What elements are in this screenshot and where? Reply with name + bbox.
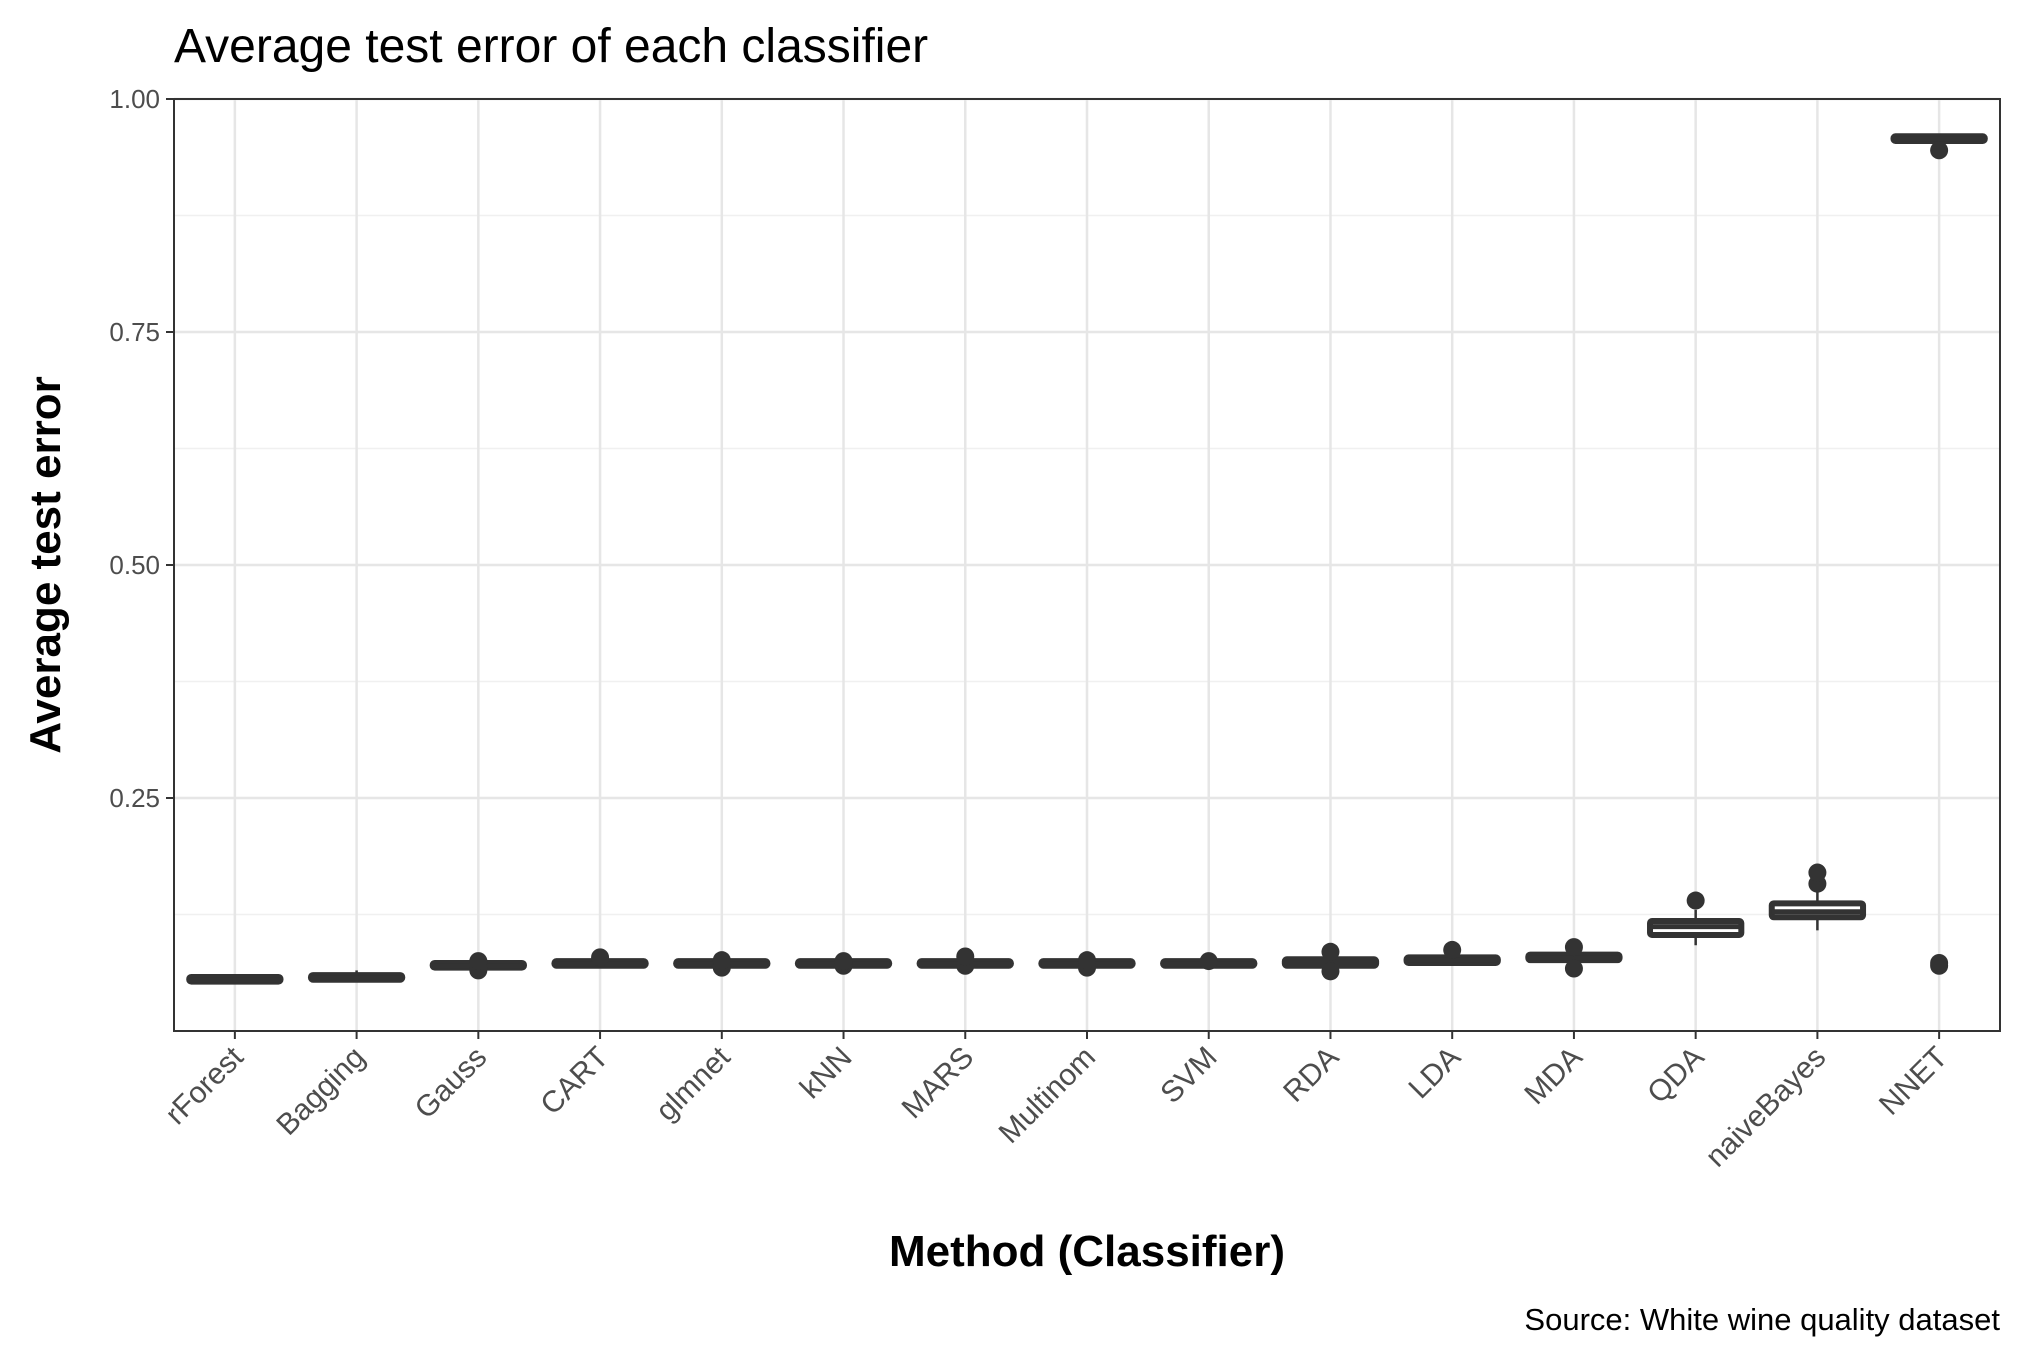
outlier-point bbox=[591, 948, 610, 967]
boxes bbox=[186, 133, 1988, 985]
chart-title: Average test error of each classifier bbox=[174, 20, 928, 73]
x-tick-label: MARS bbox=[896, 1041, 981, 1126]
y-axis: 0.25 0.50 0.75 1.00 bbox=[109, 84, 174, 813]
grid-lines bbox=[174, 97, 2000, 1031]
outlier-point bbox=[1199, 952, 1218, 971]
box-Gauss bbox=[429, 952, 527, 980]
x-tick-label: Gauss bbox=[409, 1041, 494, 1126]
plot-panel-border bbox=[173, 98, 2001, 1032]
outlier-point bbox=[1443, 940, 1462, 959]
y-axis-title: Average test error bbox=[21, 376, 70, 753]
x-tick-label: kNN bbox=[794, 1041, 859, 1106]
box-MDA bbox=[1525, 938, 1623, 978]
x-tick-label: CART bbox=[534, 1041, 615, 1122]
outlier-point bbox=[1686, 891, 1705, 910]
outlier-point bbox=[1078, 951, 1096, 970]
box-CART bbox=[551, 948, 649, 969]
x-tick-label: NNET bbox=[1873, 1041, 1954, 1122]
box-kNN bbox=[794, 952, 893, 975]
box-Bagging bbox=[307, 970, 406, 983]
box-QDA bbox=[1647, 891, 1745, 946]
y-tick-label: 0.50 bbox=[109, 550, 160, 580]
box-Multinom bbox=[1038, 951, 1136, 977]
y-tick-label: 1.00 bbox=[109, 84, 160, 114]
outlier-point bbox=[1321, 962, 1340, 981]
y-tick-label: 0.75 bbox=[109, 317, 160, 347]
x-axis-title: Method (Classifier) bbox=[889, 1227, 1285, 1276]
x-tick-label: Bagging bbox=[270, 1041, 371, 1142]
x-tick-label: naiveBayes bbox=[1699, 1041, 1832, 1174]
x-tick-label: SVM bbox=[1154, 1041, 1223, 1110]
outlier-point bbox=[1564, 938, 1583, 957]
outlier-point bbox=[1930, 953, 1949, 972]
x-tick-label: rForest bbox=[159, 1040, 250, 1131]
outlier-point bbox=[712, 951, 731, 970]
outlier-point bbox=[469, 952, 488, 971]
box-naiveBayes bbox=[1768, 863, 1867, 931]
x-axis: rForest Bagging Gauss CART glmnet kNN MARS Mult… bbox=[159, 1031, 1954, 1174]
box-MARS bbox=[916, 947, 1014, 975]
x-tick-label: LDA bbox=[1403, 1041, 1468, 1106]
box-NNET bbox=[1890, 133, 1988, 975]
chart-caption: Source: White wine quality dataset bbox=[1524, 1302, 2000, 1337]
x-tick-label: QDA bbox=[1641, 1041, 1710, 1110]
outlier-point bbox=[956, 947, 975, 966]
box-SVM bbox=[1160, 952, 1258, 971]
box-LDA bbox=[1403, 940, 1501, 966]
outlier-point bbox=[834, 952, 853, 971]
x-tick-label: glmnet bbox=[650, 1040, 737, 1127]
x-tick-label: Multinom bbox=[993, 1041, 1102, 1150]
box-RDA bbox=[1281, 942, 1380, 981]
box-glmnet bbox=[673, 951, 771, 977]
outlier-point bbox=[1321, 942, 1340, 961]
y-tick-label: 0.25 bbox=[109, 783, 160, 813]
outlier-point bbox=[1930, 141, 1949, 160]
x-tick-label: MDA bbox=[1518, 1041, 1588, 1111]
box-rForest bbox=[186, 973, 284, 985]
x-tick-label: RDA bbox=[1277, 1041, 1345, 1109]
outlier-point bbox=[1564, 959, 1583, 978]
outlier-point bbox=[1808, 863, 1827, 882]
